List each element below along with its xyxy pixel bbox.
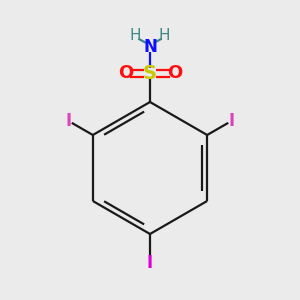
Text: I: I <box>147 254 153 272</box>
Text: S: S <box>143 64 157 83</box>
Text: H: H <box>159 28 170 43</box>
Text: I: I <box>229 112 235 130</box>
Text: H: H <box>130 28 141 43</box>
Text: I: I <box>65 112 71 130</box>
Text: N: N <box>143 38 157 56</box>
Text: O: O <box>167 64 182 82</box>
Text: O: O <box>118 64 133 82</box>
